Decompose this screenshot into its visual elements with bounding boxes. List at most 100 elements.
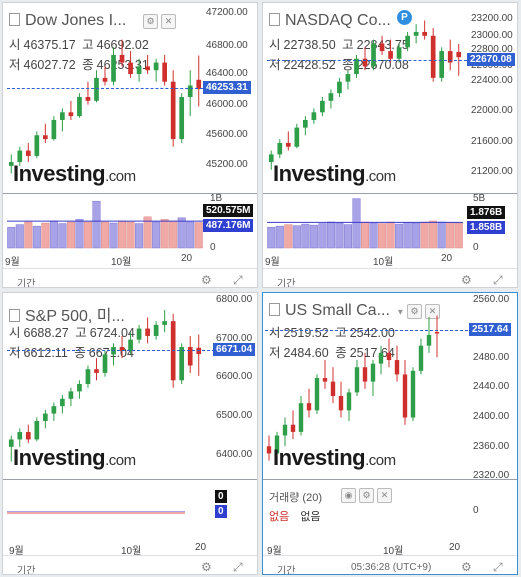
period-label[interactable]: 기간 xyxy=(17,279,36,288)
gear-icon[interactable]: ⚙ xyxy=(201,273,212,287)
fullscreen-icon[interactable]: ⤢ xyxy=(233,273,243,287)
volume-bar xyxy=(135,223,144,249)
volume-bar xyxy=(92,200,101,249)
p-badge-icon[interactable]: P xyxy=(397,10,412,25)
panel-title[interactable]: NASDAQ Co... xyxy=(269,12,391,30)
chart-panel-dow[interactable]: Dow Jones I... ⚙ ✕ 시 46375.17 고 46692.02 저… xyxy=(2,2,258,288)
price-tick: 6800.00 xyxy=(216,294,253,305)
panel-title[interactable]: Dow Jones I... xyxy=(9,12,126,30)
candle-body xyxy=(422,31,427,36)
candle-body xyxy=(320,100,325,113)
price-tick: 46400.00 xyxy=(206,68,248,79)
price-tick: 2360.00 xyxy=(473,441,510,452)
candle-body xyxy=(439,51,445,78)
candle-body xyxy=(85,97,91,101)
x-tick: 9월 xyxy=(265,257,280,268)
volume-bar xyxy=(186,221,195,249)
settings-icon[interactable]: ⚙ xyxy=(143,14,158,29)
volume-legend: 없음 없음 xyxy=(269,511,321,523)
period-label[interactable]: 기간 xyxy=(17,566,36,575)
gear-icon[interactable]: ⚙ xyxy=(461,273,472,287)
candle-body xyxy=(94,77,99,101)
candle-body xyxy=(394,360,400,375)
candle-body xyxy=(282,424,288,436)
volume-bar xyxy=(15,224,24,249)
price-axis[interactable]: 2560.00 2480.00 2440.00 2400.00 2360.00 … xyxy=(473,293,517,481)
candle-body xyxy=(153,62,159,71)
candle-body xyxy=(119,347,125,351)
chart-panel-sp500[interactable]: S&P 500, 미... 시 6688.27 고 6724.04 저 6612.11… xyxy=(2,292,258,575)
candlestick-chart[interactable] xyxy=(265,299,441,475)
price-tick: 6500.00 xyxy=(216,410,253,421)
period-label[interactable]: 기간 xyxy=(277,279,296,288)
candlestick-chart[interactable] xyxy=(267,9,463,185)
price-tick: 46000.00 xyxy=(206,99,248,110)
gear-icon[interactable]: ⚙ xyxy=(461,560,472,574)
price-tick: 21200.00 xyxy=(471,166,513,177)
dropdown-icon: ▾ xyxy=(397,307,403,318)
candle-body xyxy=(266,446,272,454)
candle-body xyxy=(456,52,462,58)
candle-body xyxy=(311,112,317,120)
close-icon[interactable]: ✕ xyxy=(425,304,440,319)
volume-bar xyxy=(169,220,178,249)
volume-bar xyxy=(126,221,135,249)
fullscreen-icon[interactable]: ⤢ xyxy=(493,273,503,287)
panel-icon xyxy=(9,13,20,26)
candlestick-chart[interactable] xyxy=(7,299,203,469)
pane-separator[interactable] xyxy=(263,193,517,194)
candle-body xyxy=(162,62,167,82)
candle-body xyxy=(386,352,392,361)
volume-bar xyxy=(335,222,344,249)
panel-title[interactable]: US Small Ca... ▾ xyxy=(269,302,403,320)
pane-separator[interactable] xyxy=(3,479,257,480)
candle-body xyxy=(274,435,280,454)
candle-body xyxy=(426,334,432,346)
price-axis[interactable]: 6800.00 6700.00 6600.00 6500.00 6400.00 xyxy=(216,293,257,478)
close-icon[interactable]: ✕ xyxy=(161,14,176,29)
investing-logo: Investing.com xyxy=(13,161,136,186)
fullscreen-icon[interactable]: ⤢ xyxy=(493,560,503,574)
visibility-icon[interactable]: ◉ xyxy=(341,488,356,503)
price-axis[interactable]: 47200.00 46800.00 46400.00 46000.00 4560… xyxy=(206,3,257,193)
volume-bar xyxy=(109,222,118,249)
panel-title[interactable]: S&P 500, 미... xyxy=(9,302,125,326)
price-tick: 45600.00 xyxy=(206,129,248,140)
candle-body xyxy=(388,51,393,59)
candle-body xyxy=(51,119,57,140)
settings-icon[interactable]: ⚙ xyxy=(359,488,374,503)
volume-bar xyxy=(41,222,50,249)
ohlc-row-2: 저 22428.52 종 22670.08 xyxy=(269,58,409,72)
fullscreen-icon[interactable]: ⤢ xyxy=(233,560,243,574)
period-label[interactable]: 기간 xyxy=(277,566,296,575)
candle-body xyxy=(25,432,31,440)
gear-icon[interactable]: ⚙ xyxy=(201,560,212,574)
volume-bar xyxy=(24,221,33,249)
candle-body xyxy=(413,31,419,36)
volume-header-icons: ◉ ⚙ ✕ xyxy=(341,488,392,503)
candlestick-chart[interactable] xyxy=(7,9,203,185)
x-tick: 20 xyxy=(181,253,193,264)
panel-footer: 기간 ⚙ ⤢ xyxy=(263,268,517,288)
price-tick: 23000.00 xyxy=(471,30,513,41)
candle-body xyxy=(378,352,384,364)
current-price-line xyxy=(267,60,467,61)
candle-body xyxy=(77,384,82,392)
candle-body xyxy=(128,339,133,351)
volume-bar xyxy=(309,224,318,249)
volume-chart xyxy=(7,200,203,249)
pane-separator[interactable] xyxy=(3,193,257,194)
volume-bar xyxy=(267,226,276,249)
price-axis[interactable]: 23200.00 23000.00 22800.00 22600.00 2240… xyxy=(471,3,517,193)
candle-body xyxy=(354,367,360,393)
volume-bar xyxy=(454,222,463,249)
candle-body xyxy=(17,150,23,163)
candle-body xyxy=(322,378,328,382)
settings-icon[interactable]: ⚙ xyxy=(407,304,422,319)
candle-body xyxy=(8,439,14,447)
close-icon[interactable]: ✕ xyxy=(377,488,392,503)
pane-separator[interactable] xyxy=(263,479,517,480)
volume-bar xyxy=(386,221,395,249)
